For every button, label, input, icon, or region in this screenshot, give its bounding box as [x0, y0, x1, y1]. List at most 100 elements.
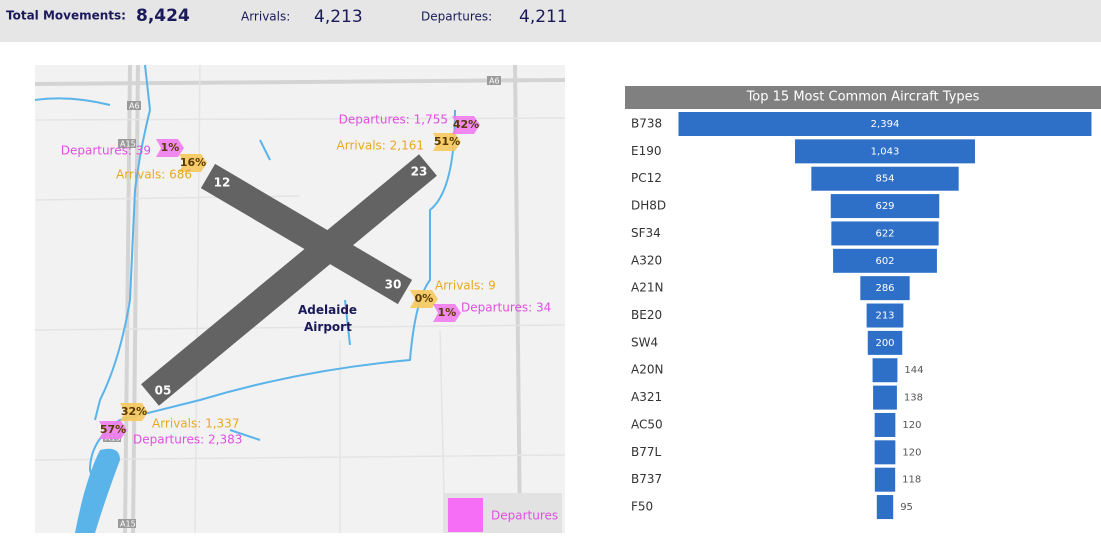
percent-label: 57%: [100, 423, 126, 436]
direction-arrow: [179, 154, 207, 172]
percent-label: 32%: [121, 405, 147, 418]
value-label: 1,043: [871, 146, 900, 157]
category-label: A20N: [631, 363, 663, 377]
value-label: 213: [875, 311, 894, 322]
runway-label: 30: [385, 278, 402, 292]
direction-arrow: [156, 139, 184, 157]
legend-swatch: [448, 498, 483, 532]
bar: [872, 358, 898, 383]
bar: [833, 248, 937, 273]
departures-label: Departures: 34: [461, 301, 551, 315]
percent-label: 42%: [453, 118, 479, 131]
direction-arrow: [452, 116, 480, 134]
departures-label: Departures:: [421, 10, 492, 24]
bar: [678, 112, 1092, 136]
arrivals-label: Arrivals:: [241, 10, 290, 24]
value-label: 120: [902, 420, 921, 431]
total-value: 8,424: [136, 6, 190, 26]
bar: [795, 139, 975, 164]
airport-label: Adelaide Airport: [298, 303, 357, 334]
legend-label: Departures: [491, 509, 558, 523]
direction-arrow: [99, 421, 127, 439]
category-label: BE20: [631, 308, 662, 322]
departures-label: Departures: 2,383: [133, 433, 242, 447]
road-label: A6: [129, 102, 140, 111]
header-bar: [0, 0, 1101, 42]
percent-label: 16%: [180, 156, 206, 169]
percent-label: 0%: [415, 292, 434, 305]
direction-arrow: [433, 304, 461, 322]
road: [34, 78, 566, 86]
category-label: PC12: [631, 171, 662, 185]
bar: [873, 385, 897, 410]
value-label: 118: [902, 475, 921, 486]
value-label: 622: [875, 228, 894, 239]
value-label: 144: [904, 365, 923, 376]
chart-title-bar: [625, 86, 1101, 109]
value-label: 629: [875, 201, 894, 212]
percent-label: 51%: [434, 135, 460, 148]
category-label: A21N: [631, 281, 663, 295]
category-label: E190: [631, 144, 662, 158]
value-label: 2,394: [871, 119, 900, 130]
bar: [811, 166, 959, 191]
runway-label: 23: [411, 165, 428, 179]
airport-label-line: Adelaide: [298, 303, 357, 317]
category-label: F50: [631, 500, 653, 514]
category-label: B738: [631, 117, 662, 131]
arrivals-value: 4,213: [314, 7, 363, 27]
bar: [874, 467, 896, 492]
category-label: A321: [631, 390, 662, 404]
value-label: 286: [875, 283, 894, 294]
departures-label: Departures: 1,755: [339, 113, 448, 127]
value-label: 854: [875, 174, 894, 185]
percent-label: 1%: [161, 141, 180, 154]
category-label: B737: [631, 472, 662, 486]
value-label: 602: [875, 256, 894, 267]
bar: [874, 440, 896, 465]
category-label: AC50: [631, 417, 663, 431]
creek: [79, 109, 456, 534]
bar: [831, 221, 939, 246]
funnel: B738 2,394 E190 1,043 PC12 854 DH8D 629 SF34 622 A…: [631, 112, 1092, 520]
creek: [229, 139, 351, 441]
bar: [830, 194, 940, 219]
arrivals-label: Arrivals: 9: [435, 279, 496, 293]
arrivals-label: Arrivals: 1,337: [152, 417, 239, 431]
runway-label: 12: [214, 176, 231, 190]
arrivals-label: Arrivals: 686: [116, 168, 192, 182]
direction-arrow: [120, 403, 148, 421]
category-label: A320: [631, 253, 662, 267]
airport-label-line: Airport: [304, 320, 352, 334]
bar: [874, 412, 896, 437]
bar: [860, 276, 910, 301]
runway: [141, 154, 437, 406]
value-label: 95: [900, 502, 913, 513]
chart-title: Top 15 Most Common Aircraft Types: [746, 90, 980, 105]
departures-label: Departures: 39: [61, 144, 151, 158]
road-label: A15: [120, 520, 136, 529]
direction-arrow: [410, 290, 438, 308]
road-label: A15: [120, 140, 136, 149]
road-label: A6: [489, 77, 500, 86]
value-label: 138: [904, 393, 923, 404]
road: [131, 64, 140, 534]
category-label: SW4: [631, 335, 658, 349]
street: [34, 64, 566, 534]
river: [75, 448, 120, 533]
bar: [866, 303, 904, 328]
value-label: 200: [875, 338, 894, 349]
runway: [200, 163, 413, 305]
direction-arrow: [433, 133, 461, 151]
bar: [867, 330, 903, 355]
value-label: 120: [902, 447, 921, 458]
arrivals-label: Arrivals: 2,161: [337, 139, 424, 153]
category-label: B77L: [631, 445, 662, 459]
category-label: SF34: [631, 226, 661, 240]
percent-label: 1%: [438, 306, 457, 319]
category-label: DH8D: [631, 199, 666, 213]
departures-value: 4,211: [519, 7, 568, 27]
